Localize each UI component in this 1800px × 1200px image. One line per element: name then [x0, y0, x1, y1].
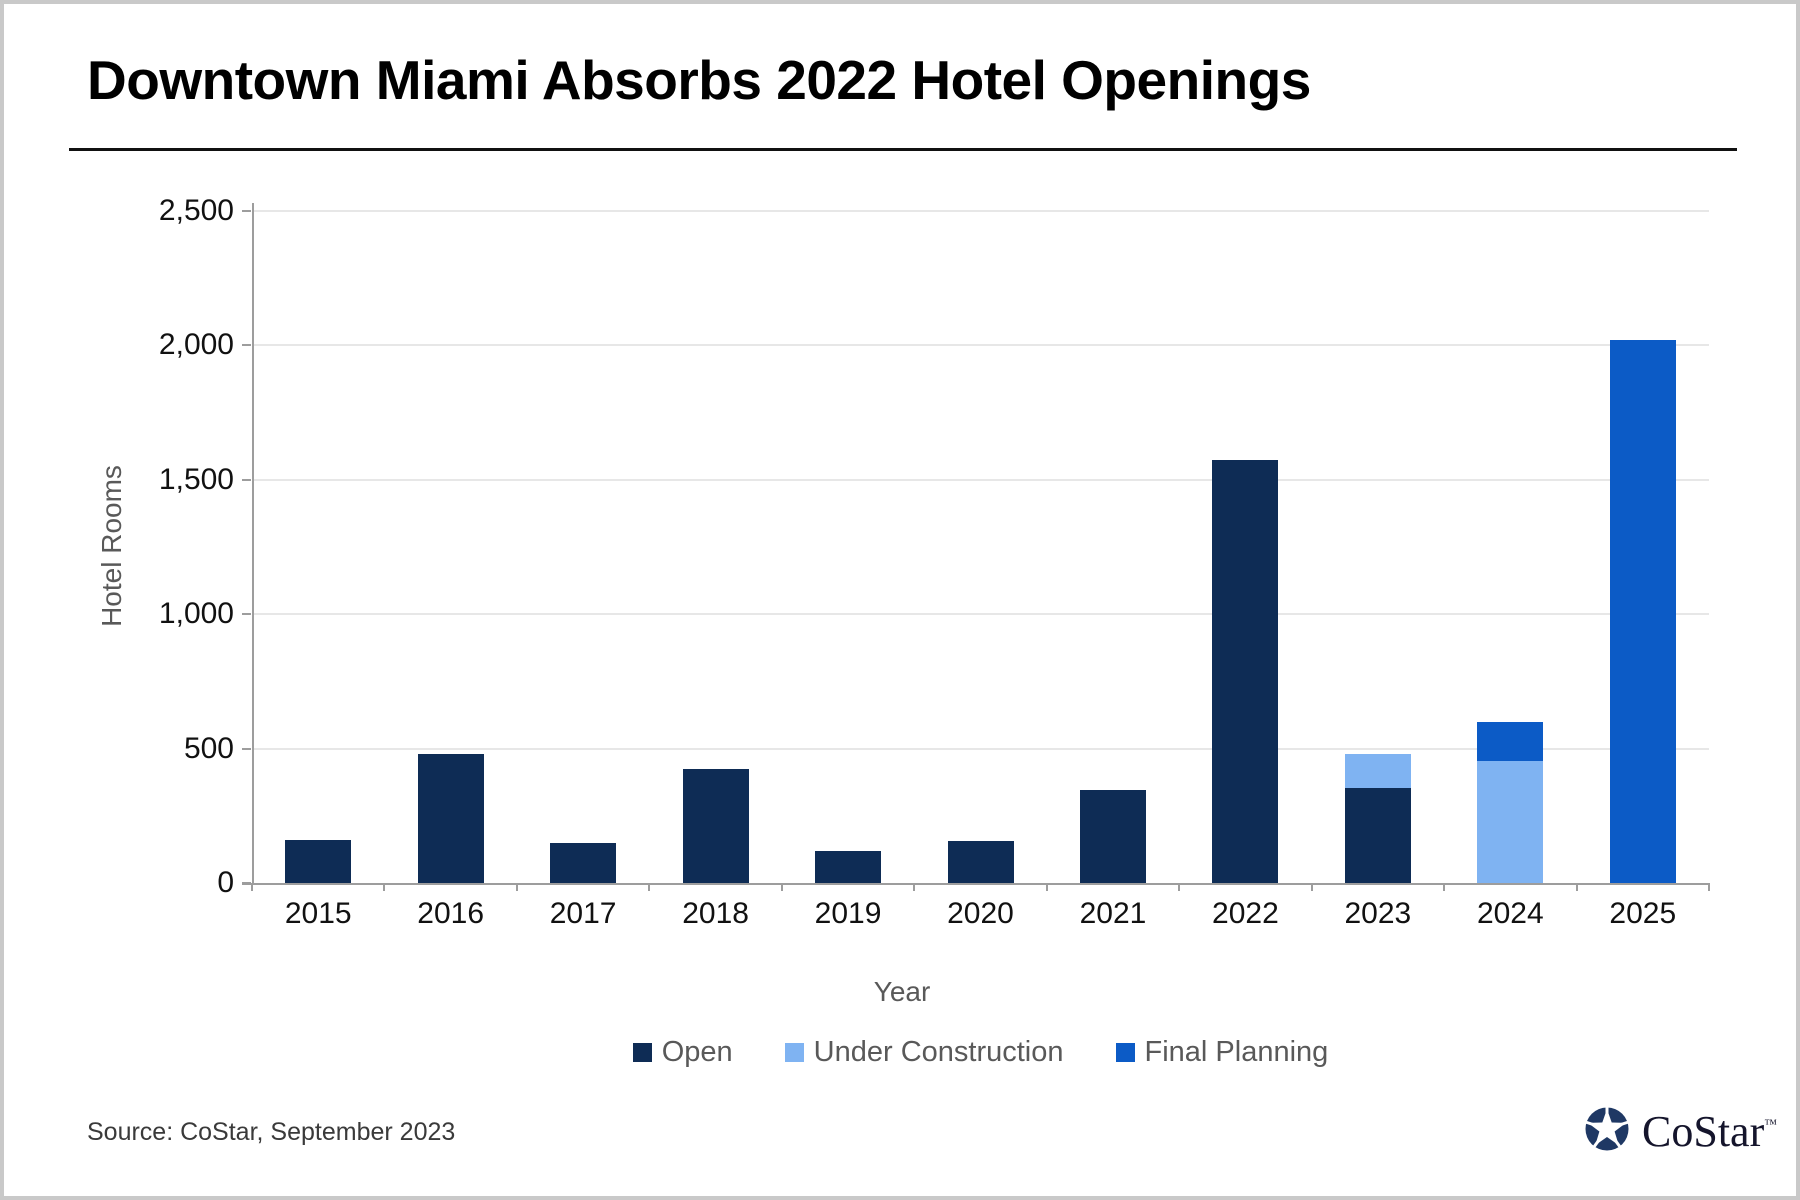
costar-logo: CoStar™: [1582, 1104, 1777, 1159]
y-axis-tick: [242, 344, 251, 347]
y-axis-tick-label: 1,000: [158, 597, 234, 631]
bar-2017-open: [550, 842, 617, 883]
x-axis-tick: [1045, 883, 1048, 891]
x-axis-tick-label: 2018: [682, 897, 749, 930]
legend: Open Under Construction Final Planning: [252, 1036, 1709, 1069]
gridline: [252, 344, 1709, 347]
bar-2021-open: [1079, 790, 1146, 883]
x-axis-tick: [780, 883, 783, 891]
x-axis-tick-label: 2019: [814, 897, 882, 930]
legend-item-under-construction: Under Construction: [784, 1036, 1064, 1069]
gridline: [252, 613, 1709, 616]
y-axis-tick: [242, 478, 251, 481]
chart-title: Downtown Miami Absorbs 2022 Hotel Openin…: [87, 49, 1311, 111]
bar-2024-final-planning: [1477, 721, 1544, 761]
x-axis-tick-label: 2024: [1476, 897, 1544, 930]
legend-label: Final Planning: [1144, 1036, 1329, 1068]
x-axis-tick-label: 2020: [947, 897, 1014, 930]
x-axis-tick: [251, 883, 253, 891]
bar-2024-under-construction: [1477, 760, 1544, 883]
bar-2023-under-construction: [1344, 753, 1411, 788]
bar-2025-final-planning: [1609, 340, 1676, 883]
y-axis-tick-label: 500: [183, 731, 234, 765]
costar-star-icon: [1582, 1104, 1632, 1159]
costar-logo-text: CoStar™: [1642, 1106, 1777, 1156]
y-axis-tick: [242, 747, 251, 750]
y-axis-tick-label: 1,500: [158, 462, 234, 496]
x-axis-tick-label: 2023: [1344, 897, 1412, 930]
x-axis-tick: [1575, 883, 1578, 891]
x-axis-tick: [648, 883, 651, 891]
x-axis-tick-label: 2015: [284, 897, 352, 930]
x-axis-title: Year: [873, 976, 931, 1007]
x-axis-tick-label: 2022: [1212, 897, 1279, 930]
x-axis-line: [242, 883, 1709, 885]
y-axis-tick: [242, 210, 251, 212]
gridline: [252, 747, 1709, 750]
x-axis-tick: [1310, 883, 1313, 891]
x-axis-tick: [383, 883, 386, 891]
x-axis-tick: [913, 883, 916, 891]
bar-2018-open: [682, 768, 749, 883]
x-axis-tick: [1178, 883, 1181, 891]
y-axis-title: Hotel Rooms: [96, 465, 127, 627]
title-divider: [69, 148, 1737, 151]
y-axis-tick-label: 2,500: [158, 194, 234, 227]
y-axis-tick-label: 0: [217, 866, 234, 899]
bar-2022-open: [1212, 459, 1279, 883]
legend-swatch: [1115, 1043, 1135, 1062]
bar-2023-open: [1344, 787, 1411, 883]
x-axis-tick: [515, 883, 518, 891]
x-axis-tick-label: 2016: [417, 897, 485, 930]
gridline: [252, 210, 1709, 212]
gridline: [252, 478, 1709, 481]
bar-2016-open: [417, 753, 484, 883]
y-axis-tick: [242, 613, 251, 616]
legend-swatch: [632, 1043, 652, 1062]
legend-swatch: [784, 1043, 804, 1062]
x-axis-tick: [1443, 883, 1446, 891]
legend-item-final-planning: Final Planning: [1115, 1036, 1329, 1069]
source-note: Source: CoStar, September 2023: [87, 1118, 456, 1146]
y-axis-line: [252, 203, 254, 883]
x-axis-tick: [1708, 883, 1710, 891]
bar-2019-open: [815, 850, 882, 883]
bar-2020-open: [947, 841, 1014, 883]
legend-label: Open: [661, 1036, 733, 1068]
trademark-symbol: ™: [1764, 1115, 1777, 1131]
legend-item-open: Open: [632, 1036, 733, 1069]
y-axis-tick-label: 2,000: [158, 328, 234, 362]
legend-label: Under Construction: [813, 1036, 1064, 1068]
bar-2015-open: [285, 839, 352, 883]
x-axis-tick-label: 2025: [1609, 897, 1677, 930]
x-axis-tick-label: 2017: [549, 897, 617, 930]
x-axis-tick-label: 2021: [1079, 897, 1147, 930]
